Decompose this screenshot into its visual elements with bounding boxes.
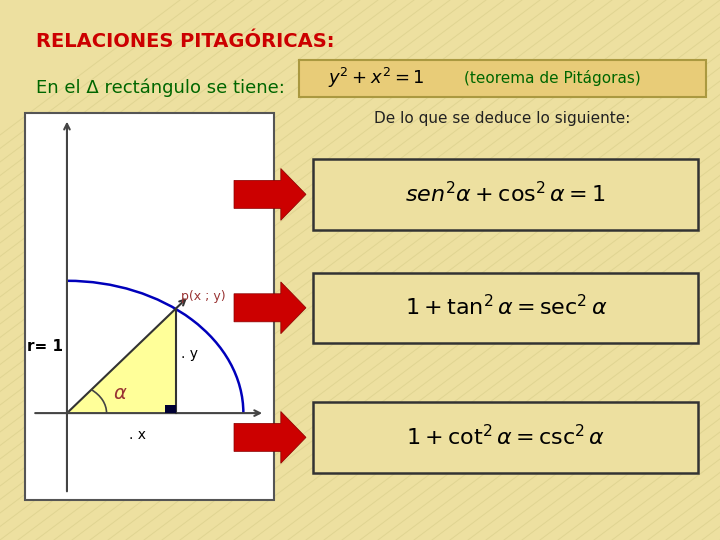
Polygon shape [67, 309, 176, 413]
Bar [25, 113, 274, 500]
Bar [313, 159, 698, 230]
Text: . y: . y [181, 347, 198, 361]
Text: De lo que se deduce lo siguiente:: De lo que se deduce lo siguiente: [374, 111, 631, 126]
Text: (teorema de Pitágoras): (teorema de Pitágoras) [464, 70, 641, 86]
Text: RELACIONES PITAGÓRICAS:: RELACIONES PITAGÓRICAS: [36, 32, 335, 51]
FancyBboxPatch shape [299, 60, 706, 97]
Polygon shape [234, 168, 306, 220]
Text: $y^2 + x^2 = 1$: $y^2 + x^2 = 1$ [328, 66, 424, 90]
Bar [165, 405, 176, 413]
Text: r= 1: r= 1 [27, 340, 63, 354]
Text: α: α [114, 384, 127, 403]
Text: $1 + \cot^2\alpha = \csc^2\alpha$: $1 + \cot^2\alpha = \csc^2\alpha$ [406, 425, 606, 450]
Text: p(x ; y): p(x ; y) [181, 291, 226, 303]
Polygon shape [234, 411, 306, 463]
Text: $sen^2\alpha + \cos^2\alpha = 1$: $sen^2\alpha + \cos^2\alpha = 1$ [405, 182, 606, 207]
Text: . x: . x [129, 428, 145, 442]
Polygon shape [234, 282, 306, 334]
Text: En el Δ rectángulo se tiene:: En el Δ rectángulo se tiene: [36, 78, 285, 97]
Bar [313, 273, 698, 343]
Text: $1 + \tan^2\alpha = \sec^2\alpha$: $1 + \tan^2\alpha = \sec^2\alpha$ [405, 295, 607, 320]
Bar [313, 402, 698, 472]
